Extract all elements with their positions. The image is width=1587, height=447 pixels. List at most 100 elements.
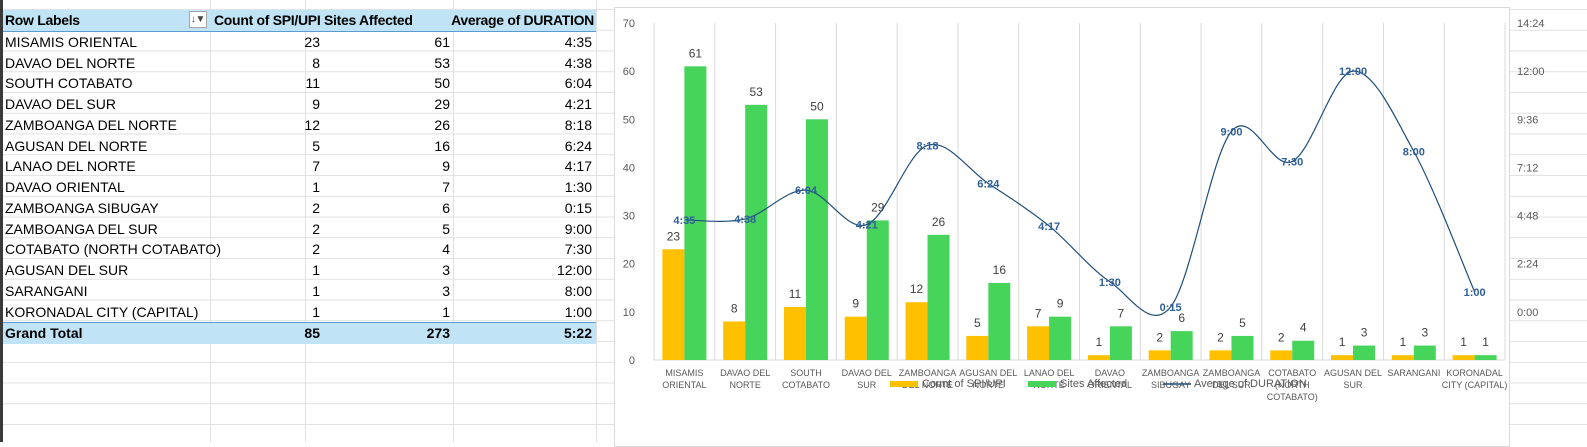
pivot-row[interactable]: KORONADAL CITY (CAPITAL) 1 1 1:00 bbox=[3, 302, 596, 323]
pivot-row[interactable]: MISAMIS ORIENTAL 23 61 4:35 bbox=[3, 32, 596, 53]
data-label-sites: 53 bbox=[749, 85, 763, 99]
y-left-tick-label: 30 bbox=[623, 211, 635, 223]
y-right-tick-label: 0:00 bbox=[1517, 307, 1538, 319]
data-label-count: 12 bbox=[910, 282, 924, 296]
bar-sites-affected bbox=[1109, 326, 1132, 360]
pivot-row[interactable]: DAVAO DEL SUR 9 29 4:21 bbox=[3, 94, 596, 115]
row-duration: 8:00 bbox=[564, 282, 592, 299]
data-label-duration: 4:35 bbox=[673, 215, 695, 227]
data-label-sites: 61 bbox=[689, 46, 703, 60]
pivot-table[interactable]: Row Labels ↓▼ Count of SPI/UPI Sites Aff… bbox=[3, 10, 596, 344]
header-avg-duration[interactable]: Average of DURATION bbox=[451, 12, 594, 28]
x-category-label: SARANGANI bbox=[1387, 368, 1440, 378]
bar-sites-affected bbox=[1292, 340, 1315, 360]
pivot-row[interactable]: LANAO DEL NORTE 7 9 4:17 bbox=[3, 156, 596, 177]
pivot-row[interactable]: DAVAO DEL NORTE 8 53 4:38 bbox=[3, 53, 596, 74]
data-label-duration: 8:00 bbox=[1403, 146, 1425, 158]
row-count: 1 bbox=[312, 282, 320, 299]
x-category-label: AGUSAN DEL bbox=[959, 368, 1017, 378]
bar-sites-affected bbox=[1353, 345, 1376, 360]
row-count: 1 bbox=[312, 303, 320, 320]
row-duration: 6:04 bbox=[564, 75, 592, 92]
x-category-label: SUR bbox=[857, 380, 877, 390]
x-category-label: DEL NORTE bbox=[902, 380, 953, 390]
x-category-label: LANAO DEL bbox=[1024, 368, 1075, 378]
row-duration: 1:30 bbox=[564, 179, 592, 195]
legend-label-average-duration: Average of DURATION bbox=[1194, 378, 1307, 390]
y-left-tick-label: 70 bbox=[623, 18, 635, 30]
y-right-tick-label: 9:36 bbox=[1517, 114, 1538, 126]
x-category-label: COTABATO bbox=[1268, 368, 1316, 378]
row-label: ZAMBOANGA DEL SUR bbox=[5, 220, 158, 237]
filter-sort-icon[interactable]: ↓▼ bbox=[189, 11, 207, 28]
grand-total-sites: 273 bbox=[426, 325, 450, 342]
data-label-duration: 6:04 bbox=[795, 185, 818, 197]
pivot-row[interactable]: ZAMBOANGA DEL NORTE 12 26 8:18 bbox=[3, 115, 596, 136]
x-category-label: SOUTH bbox=[790, 368, 822, 378]
legend-swatch-sites-affected bbox=[1028, 381, 1056, 387]
bar-count-spi-upi bbox=[1087, 355, 1110, 360]
row-sites: 3 bbox=[442, 282, 450, 299]
data-label-count: 2 bbox=[1278, 330, 1285, 344]
bar-count-spi-upi bbox=[723, 321, 746, 360]
pivot-row[interactable]: ZAMBOANGA DEL SUR 2 5 9:00 bbox=[3, 219, 596, 240]
data-label-sites: 29 bbox=[871, 200, 885, 214]
row-label: AGUSAN DEL SUR bbox=[5, 262, 129, 278]
window-edge bbox=[0, 0, 3, 442]
column-divider bbox=[305, 0, 306, 442]
row-sites: 16 bbox=[434, 137, 450, 154]
data-label-duration: 7:30 bbox=[1281, 156, 1303, 168]
row-sites: 50 bbox=[434, 75, 450, 92]
row-sites: 26 bbox=[434, 116, 450, 133]
column-divider bbox=[453, 0, 454, 442]
row-count: 9 bbox=[312, 96, 320, 112]
row-label: SARANGANI bbox=[5, 282, 88, 299]
bar-count-spi-upi bbox=[1452, 355, 1475, 360]
pivot-row[interactable]: DAVAO ORIENTAL 1 7 1:30 bbox=[3, 177, 596, 198]
x-category-label: ORIENTAL bbox=[662, 380, 706, 390]
data-label-count: 2 bbox=[1156, 330, 1163, 344]
row-label: ZAMBOANGA SIBUGAY bbox=[5, 199, 159, 216]
data-label-count: 1 bbox=[1096, 335, 1103, 349]
grand-total-duration: 5:22 bbox=[563, 325, 592, 342]
row-count: 8 bbox=[312, 54, 320, 71]
bar-count-spi-upi bbox=[966, 335, 989, 360]
header-row-labels[interactable]: Row Labels bbox=[5, 12, 80, 28]
data-label-duration: 12:00 bbox=[1339, 66, 1367, 78]
row-count: 12 bbox=[304, 116, 320, 133]
pivot-row[interactable]: SOUTH COTABATO 11 50 6:04 bbox=[3, 73, 596, 94]
bar-count-spi-upi bbox=[1391, 355, 1414, 360]
bar-count-spi-upi bbox=[662, 249, 685, 360]
y-left-tick-label: 40 bbox=[623, 162, 635, 174]
y-right-tick-label: 2:24 bbox=[1517, 259, 1538, 271]
row-label: DAVAO DEL SUR bbox=[5, 96, 116, 112]
row-count: 5 bbox=[312, 137, 320, 154]
pivot-row[interactable]: AGUSAN DEL NORTE 5 16 6:24 bbox=[3, 136, 596, 157]
data-label-count: 2 bbox=[1217, 330, 1224, 344]
row-count: 1 bbox=[312, 179, 320, 195]
y-left-tick-label: 60 bbox=[623, 66, 635, 78]
legend-label-count-spi-upi: Count of SPI/UPI bbox=[922, 378, 1006, 390]
pivot-row[interactable]: COTABATO (NORTH COTABATO) 2 4 7:30 bbox=[3, 239, 596, 260]
pivot-row[interactable]: SARANGANI 1 3 8:00 bbox=[3, 281, 596, 302]
bar-sites-affected bbox=[927, 234, 950, 360]
row-count: 2 bbox=[312, 199, 320, 216]
bar-sites-affected bbox=[1231, 335, 1254, 360]
row-sites: 3 bbox=[442, 262, 450, 278]
data-label-sites: 7 bbox=[1118, 306, 1125, 320]
data-label-count: 9 bbox=[852, 297, 859, 311]
pivot-row[interactable]: AGUSAN DEL SUR 1 3 12:00 bbox=[3, 260, 596, 281]
row-duration: 4:38 bbox=[564, 54, 592, 71]
row-sites: 61 bbox=[434, 33, 450, 50]
bar-sites-affected bbox=[988, 282, 1011, 360]
data-label-sites: 3 bbox=[1361, 326, 1368, 340]
grand-total-row[interactable]: Grand Total 85 273 5:22 bbox=[3, 322, 596, 344]
row-count: 1 bbox=[312, 262, 320, 278]
x-category-label: (NORTH bbox=[1275, 380, 1310, 390]
pivot-row[interactable]: ZAMBOANGA SIBUGAY 2 6 0:15 bbox=[3, 198, 596, 219]
data-label-sites: 26 bbox=[932, 215, 946, 229]
pivot-header-row: Row Labels ↓▼ Count of SPI/UPI Sites Aff… bbox=[3, 10, 596, 32]
header-count-sites[interactable]: Count of SPI/UPI Sites Affected bbox=[214, 10, 413, 31]
row-duration: 8:18 bbox=[564, 116, 592, 133]
bar-sites-affected bbox=[745, 104, 768, 360]
